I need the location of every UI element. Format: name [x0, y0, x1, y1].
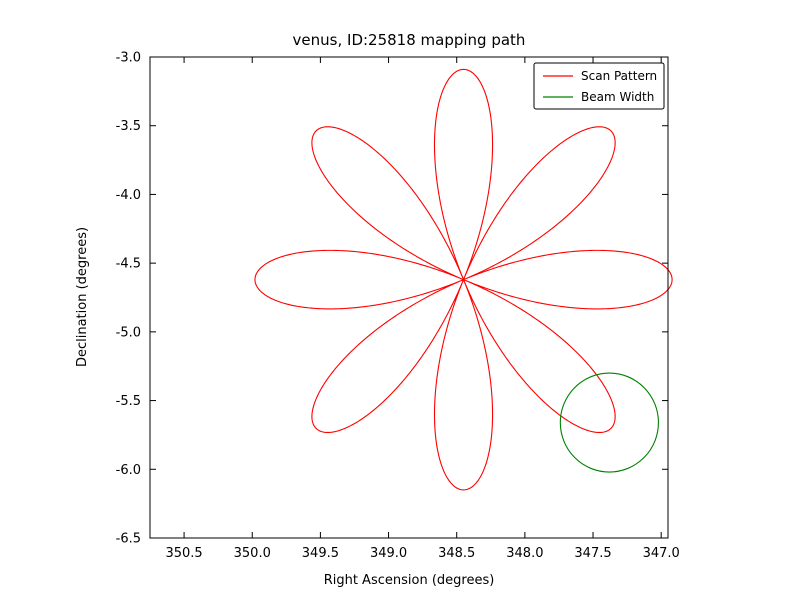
y-tick-label: -3.0: [116, 51, 141, 66]
y-tick-label: -5.5: [116, 394, 141, 409]
y-tick-label: -4.0: [116, 188, 141, 203]
x-tick-label: 348.5: [438, 546, 475, 561]
y-tick-label: -5.0: [116, 325, 141, 340]
x-axis-label: Right Ascension (degrees): [324, 573, 495, 588]
y-tick-label: -6.0: [116, 463, 141, 478]
x-tick-label: 349.0: [370, 546, 407, 561]
y-tick-label: -4.5: [116, 257, 141, 272]
x-tick-label: 349.5: [302, 546, 339, 561]
x-tick-label: 347.0: [643, 546, 680, 561]
y-tick-label: -3.5: [116, 119, 141, 134]
axes-frame: [149, 56, 669, 539]
x-tick-label: 348.0: [506, 546, 543, 561]
y-tick-label: -6.5: [116, 532, 141, 547]
x-tick-label: 350.0: [234, 546, 271, 561]
legend-label: Beam Width: [581, 90, 654, 104]
y-axis-label: Declination (degrees): [75, 227, 90, 367]
generated-chart-content: 350.5 350.0 349.5 349.0 348.5 348.0 347.5 347.0…: [116, 51, 680, 562]
beam-width-circle: [559, 372, 659, 473]
legend-label: Scan Pattern: [581, 69, 657, 83]
chart-title: venus, ID:25818 mapping path: [293, 31, 526, 49]
x-tick-label: 350.5: [165, 546, 202, 561]
scan-pattern-path: [254, 68, 673, 491]
x-tick-label: 347.5: [574, 546, 611, 561]
